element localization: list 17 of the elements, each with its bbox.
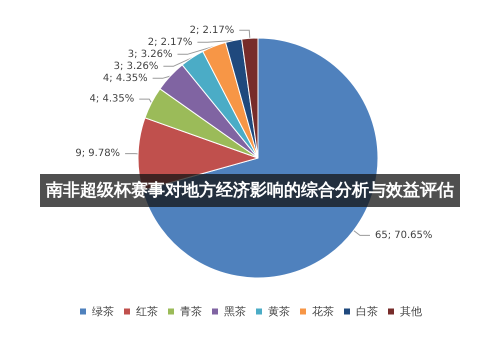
text: 南非超级杯赛事对地方经济影响的综合分析与效益评估 [45,180,454,200]
legend-label: 花茶 [312,305,334,318]
legend-label: 红茶 [136,305,158,318]
data-label: 4; 4.35% [102,72,148,84]
data-label: 3; 3.26% [128,48,172,60]
data-label: 65; 70.65% [374,230,432,241]
data-label: 2; 2.17% [148,36,192,48]
legend-label: 青茶 [180,305,202,318]
legend-label: 白茶 [356,305,378,318]
data-label: 3; 3.26% [114,60,158,72]
legend-label: 绿茶 [92,305,114,318]
data-label: 4; 4.35% [90,94,134,105]
data-label: 9; 9.78% [75,148,120,160]
legend-label: 黄茶 [268,305,290,318]
legend-label: 黑茶 [224,305,246,318]
legend-label: 其他 [400,305,422,318]
data-label: 2; 2.17% [190,24,234,36]
